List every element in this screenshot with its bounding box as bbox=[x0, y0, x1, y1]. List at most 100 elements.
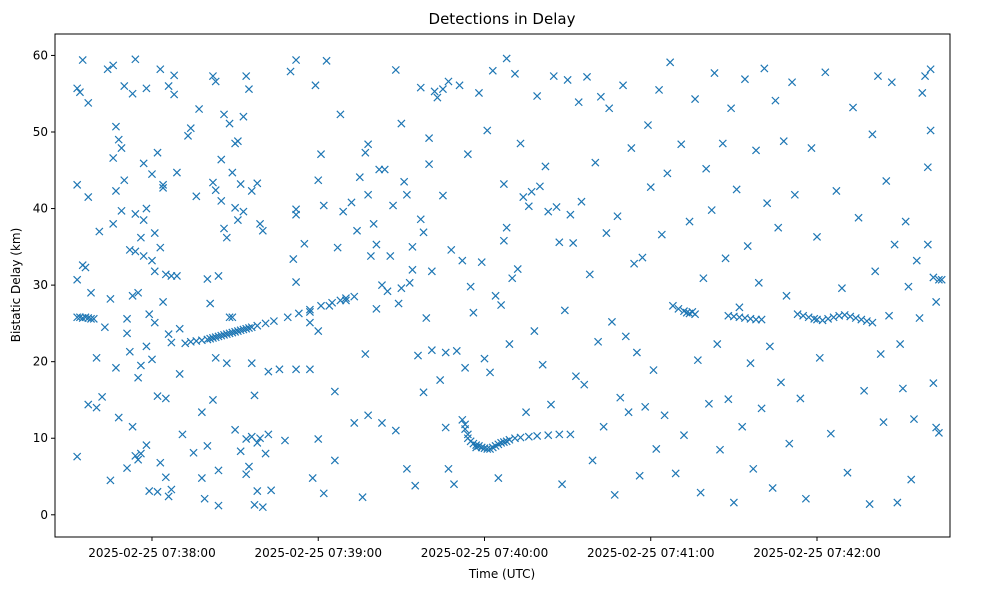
data-point-marker bbox=[267, 486, 276, 495]
data-point-marker bbox=[156, 243, 165, 252]
data-point-marker bbox=[114, 413, 123, 422]
x-tick-label: 2025-02-25 07:42:00 bbox=[753, 546, 880, 560]
data-point-marker bbox=[691, 310, 700, 319]
data-point-marker bbox=[244, 323, 253, 333]
data-point-marker bbox=[314, 327, 323, 336]
data-point-marker bbox=[413, 351, 423, 360]
data-point-marker bbox=[89, 314, 98, 323]
data-point-marker bbox=[879, 418, 888, 427]
data-point-marker bbox=[305, 365, 314, 374]
data-point-marker bbox=[75, 88, 84, 97]
data-point-marker bbox=[211, 77, 220, 86]
data-point-marker bbox=[86, 288, 96, 297]
data-point-marker bbox=[397, 284, 406, 293]
data-point-marker bbox=[458, 415, 467, 424]
data-point-marker bbox=[873, 72, 882, 81]
data-point-marker bbox=[444, 77, 453, 86]
data-point-marker bbox=[250, 500, 259, 509]
data-point-marker bbox=[353, 226, 362, 235]
data-point-marker bbox=[416, 215, 425, 224]
data-point-marker bbox=[389, 201, 398, 210]
data-point-marker bbox=[292, 278, 301, 287]
data-point-marker bbox=[649, 366, 658, 375]
data-point-marker bbox=[164, 492, 173, 501]
data-point-marker bbox=[619, 81, 628, 90]
y-axis-label: Bistatic Delay (km) bbox=[9, 228, 23, 343]
data-point-marker bbox=[256, 219, 265, 228]
data-point-marker bbox=[142, 204, 151, 213]
x-axis: 2025-02-25 07:38:00 2025-02-25 07:39:00 20… bbox=[88, 537, 881, 560]
data-point-marker bbox=[167, 485, 176, 494]
data-point-marker bbox=[217, 155, 226, 164]
data-point-marker bbox=[361, 148, 370, 157]
data-point-marker bbox=[325, 301, 334, 310]
data-point-marker bbox=[408, 242, 417, 251]
data-point-marker bbox=[73, 84, 82, 93]
data-point-marker bbox=[896, 340, 905, 349]
data-point-marker bbox=[463, 150, 472, 159]
data-point-marker bbox=[671, 469, 680, 478]
x-tick-label: 2025-02-25 07:40:00 bbox=[421, 546, 548, 560]
data-point-marker bbox=[790, 190, 799, 199]
data-point-marker bbox=[147, 256, 157, 265]
data-point-marker bbox=[430, 87, 439, 96]
data-point-marker bbox=[782, 291, 791, 300]
data-point-marker bbox=[170, 90, 179, 99]
data-point-marker bbox=[247, 359, 256, 368]
data-point-marker bbox=[197, 474, 206, 483]
data-point-marker bbox=[530, 327, 539, 336]
data-point-marker bbox=[109, 154, 118, 163]
data-point-marker bbox=[757, 404, 766, 413]
data-point-marker bbox=[208, 72, 217, 81]
data-point-marker bbox=[100, 323, 109, 332]
data-point-marker bbox=[233, 216, 242, 225]
data-point-marker bbox=[826, 429, 835, 438]
data-point-marker bbox=[150, 318, 159, 327]
data-point-marker bbox=[544, 431, 553, 440]
data-point-marker bbox=[361, 349, 370, 359]
y-tick-label: 40 bbox=[33, 202, 48, 216]
data-point-marker bbox=[111, 186, 120, 195]
data-point-marker bbox=[735, 303, 744, 312]
data-point-marker bbox=[330, 387, 339, 396]
data-point-marker bbox=[153, 148, 162, 157]
data-point-marker bbox=[386, 251, 395, 261]
data-point-marker bbox=[505, 340, 514, 349]
data-point-marker bbox=[740, 75, 749, 84]
data-point-marker bbox=[596, 92, 605, 101]
data-point-marker bbox=[131, 451, 140, 460]
data-point-marker bbox=[771, 96, 780, 105]
data-point-marker bbox=[128, 89, 137, 98]
data-point-marker bbox=[280, 436, 290, 445]
data-point-marker bbox=[253, 438, 262, 447]
data-point-marker bbox=[73, 275, 82, 284]
data-point-marker bbox=[677, 140, 686, 149]
data-point-marker bbox=[408, 265, 417, 274]
data-point-marker bbox=[427, 267, 436, 276]
data-point-marker bbox=[161, 394, 170, 403]
data-point-marker bbox=[427, 346, 436, 355]
data-point-marker bbox=[84, 193, 93, 202]
data-point-marker bbox=[704, 399, 713, 408]
data-point-marker bbox=[533, 91, 542, 101]
data-point-marker bbox=[136, 449, 145, 458]
data-point-marker bbox=[546, 400, 556, 409]
data-point-marker bbox=[486, 368, 495, 377]
data-point-marker bbox=[569, 238, 578, 248]
data-point-marker bbox=[807, 144, 816, 153]
data-point-marker bbox=[123, 464, 132, 473]
data-point-marker bbox=[316, 301, 326, 310]
data-point-marker bbox=[208, 178, 217, 187]
data-point-marker bbox=[774, 223, 783, 232]
x-tick-label: 2025-02-25 07:41:00 bbox=[587, 546, 714, 560]
data-point-marker bbox=[732, 185, 741, 194]
data-point-marker bbox=[380, 165, 389, 174]
data-point-marker bbox=[81, 263, 90, 272]
data-point-marker bbox=[391, 65, 400, 75]
data-point-marker bbox=[203, 441, 212, 450]
data-point-marker bbox=[497, 300, 506, 310]
data-point-marker bbox=[621, 332, 630, 341]
data-point-marker bbox=[533, 431, 542, 440]
data-point-marker bbox=[752, 146, 761, 155]
data-point-marker bbox=[754, 278, 763, 287]
